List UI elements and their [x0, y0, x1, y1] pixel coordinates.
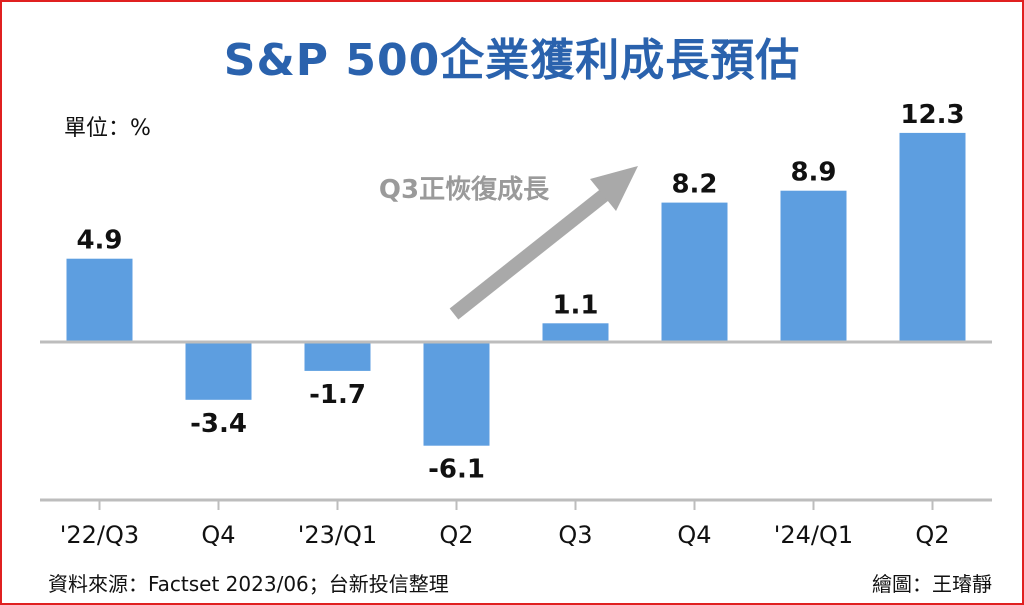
- category-label-7: Q2: [915, 521, 949, 549]
- value-label-2: -1.7: [309, 380, 366, 410]
- trend-annotation: Q3正恢復成長: [379, 174, 550, 205]
- unit-label: 單位：%: [64, 116, 151, 141]
- value-label-7: 12.3: [900, 100, 964, 130]
- x-ticks-group: [98, 500, 934, 510]
- bars-group: [66, 132, 966, 446]
- bar-0: [66, 258, 133, 342]
- bar-2: [304, 342, 371, 371]
- bar-1: [185, 342, 252, 400]
- bar-7: [899, 132, 966, 342]
- value-label-6: 8.9: [790, 158, 836, 188]
- bar-3: [423, 342, 490, 446]
- category-label-2: '23/Q1: [298, 521, 377, 549]
- category-label-3: Q2: [439, 521, 473, 549]
- graphic-credit: 繪圖：王璿靜: [872, 572, 992, 596]
- bar-6: [780, 190, 847, 342]
- source-note: 資料來源：Factset 2023/06；台新投信整理: [48, 572, 449, 596]
- trend-arrow: [449, 166, 638, 320]
- value-label-1: -3.4: [190, 409, 247, 439]
- value-label-0: 4.9: [76, 226, 122, 256]
- category-label-6: '24/Q1: [774, 521, 853, 549]
- category-label-5: Q4: [677, 521, 711, 549]
- bar-4: [542, 323, 609, 342]
- category-labels-group: '22/Q3 Q4 '23/Q1 Q2 Q3 Q4 '24/Q1 Q2: [60, 521, 950, 549]
- value-label-3: -6.1: [428, 455, 485, 485]
- category-label-4: Q3: [558, 521, 592, 549]
- category-label-1: Q4: [201, 521, 235, 549]
- value-label-5: 8.2: [671, 170, 717, 200]
- value-label-4: 1.1: [552, 290, 598, 320]
- value-labels-group: 4.9 -3.4 -1.7 -6.1 1.1 8.2 8.9 12.3: [76, 100, 964, 485]
- chart-title: S&P 500企業獲利成長預估: [223, 35, 801, 86]
- bar-5: [661, 202, 728, 342]
- category-label-0: '22/Q3: [60, 521, 139, 549]
